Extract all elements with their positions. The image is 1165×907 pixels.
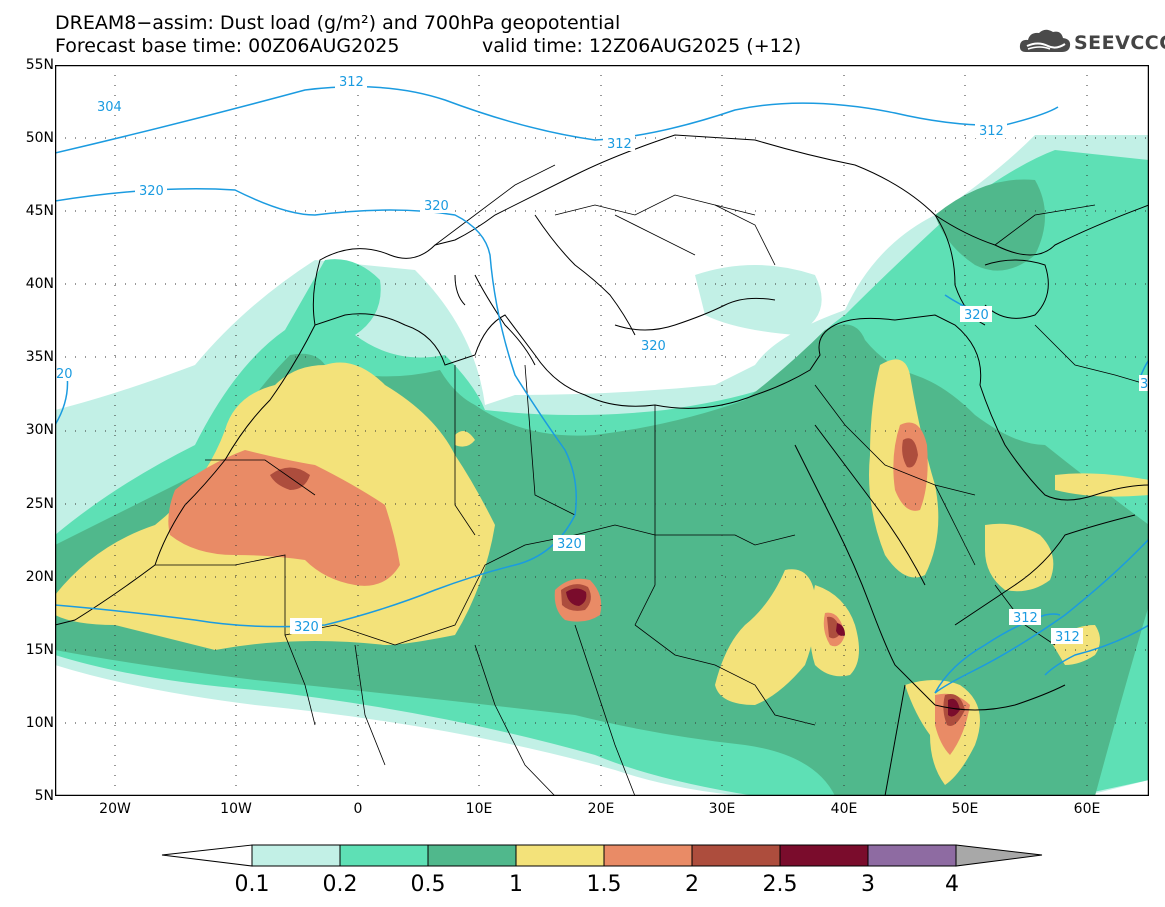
logo-text: SEEVCCC bbox=[1074, 32, 1165, 54]
lat-label: 5N bbox=[34, 788, 54, 804]
contour-label: 320 bbox=[424, 199, 449, 214]
contour-label: 312 bbox=[607, 137, 632, 152]
lon-label: 50E bbox=[951, 801, 979, 817]
map-frame bbox=[55, 65, 1149, 796]
contour-label: 3 bbox=[1140, 377, 1148, 392]
lat-label: 20N bbox=[25, 569, 54, 585]
contour-label: 312 bbox=[339, 75, 364, 90]
cloud-logo-icon bbox=[1019, 29, 1071, 52]
lat-label: 35N bbox=[25, 349, 54, 365]
lon-label: 20E bbox=[587, 801, 615, 817]
contour-label: 20 bbox=[56, 367, 73, 382]
colorbar-label: 0.1 bbox=[234, 872, 270, 897]
contour-label: 320 bbox=[964, 308, 989, 323]
lat-label: 15N bbox=[25, 642, 54, 658]
lon-label: 60E bbox=[1073, 801, 1101, 817]
colorbar-label: 0.5 bbox=[410, 872, 446, 897]
lon-label: 10W bbox=[220, 801, 252, 817]
seevccc-logo: SEEVCCC bbox=[1018, 26, 1165, 56]
forecast-base-time: Forecast base time: 00Z06AUG2025 bbox=[55, 35, 400, 57]
colorbar-swatch bbox=[252, 845, 340, 866]
colorbar-swatch bbox=[516, 845, 604, 866]
map-title-line1: DREAM8−assim: Dust load (g/m²) and 700hP… bbox=[55, 12, 621, 34]
colorbar-over-triangle bbox=[955, 844, 1043, 867]
lon-label: 0 bbox=[353, 801, 363, 817]
lat-label: 25N bbox=[25, 496, 54, 512]
dust-level-7 bbox=[566, 588, 960, 717]
colorbar-swatch bbox=[780, 845, 868, 866]
contour-labels: 312 304 320 320 312 312 320 320 320 320 … bbox=[55, 73, 1149, 645]
contour-label: 312 bbox=[1055, 630, 1080, 645]
lat-label: 50N bbox=[25, 130, 54, 146]
colorbar bbox=[161, 844, 1043, 867]
colorbar-label: 2 bbox=[685, 872, 699, 897]
lon-label: 40E bbox=[830, 801, 858, 817]
contour-label: 320 bbox=[139, 184, 164, 199]
lat-label: 30N bbox=[25, 422, 54, 438]
lat-label: 40N bbox=[25, 276, 54, 292]
dust-load-map: 312 304 320 320 312 312 320 320 320 320 … bbox=[55, 65, 1149, 796]
lon-label: 20W bbox=[99, 801, 131, 817]
country-borders bbox=[155, 164, 1149, 796]
valid-time: valid time: 12Z06AUG2025 (+12) bbox=[482, 35, 802, 57]
colorbar-swatch bbox=[868, 845, 956, 866]
colorbar-swatch bbox=[340, 845, 428, 866]
colorbar-under-triangle bbox=[161, 844, 253, 867]
lat-label: 45N bbox=[25, 203, 54, 219]
contour-label: 312 bbox=[979, 124, 1004, 139]
colorbar-label: 2.5 bbox=[762, 872, 798, 897]
lon-label: 30E bbox=[708, 801, 736, 817]
colorbar-swatch bbox=[604, 845, 692, 866]
lon-label: 10E bbox=[465, 801, 493, 817]
contour-label: 320 bbox=[557, 537, 582, 552]
colorbar-label: 0.2 bbox=[322, 872, 358, 897]
contour-label: 304 bbox=[97, 100, 122, 115]
colorbar-swatch bbox=[692, 845, 780, 866]
lat-label: 55N bbox=[25, 57, 54, 73]
colorbar-label: 3 bbox=[861, 872, 875, 897]
contour-label: 312 bbox=[1013, 611, 1038, 626]
colorbar-label: 1 bbox=[509, 872, 523, 897]
colorbar-label: 1.5 bbox=[586, 872, 622, 897]
lat-label: 10N bbox=[25, 715, 54, 731]
colorbar-swatch bbox=[428, 845, 516, 866]
map-title-line2: Forecast base time: 00Z06AUG2025 valid ti… bbox=[55, 35, 801, 57]
colorbar-label: 4 bbox=[945, 872, 959, 897]
contour-label: 320 bbox=[294, 620, 319, 635]
contour-label: 320 bbox=[641, 339, 666, 354]
